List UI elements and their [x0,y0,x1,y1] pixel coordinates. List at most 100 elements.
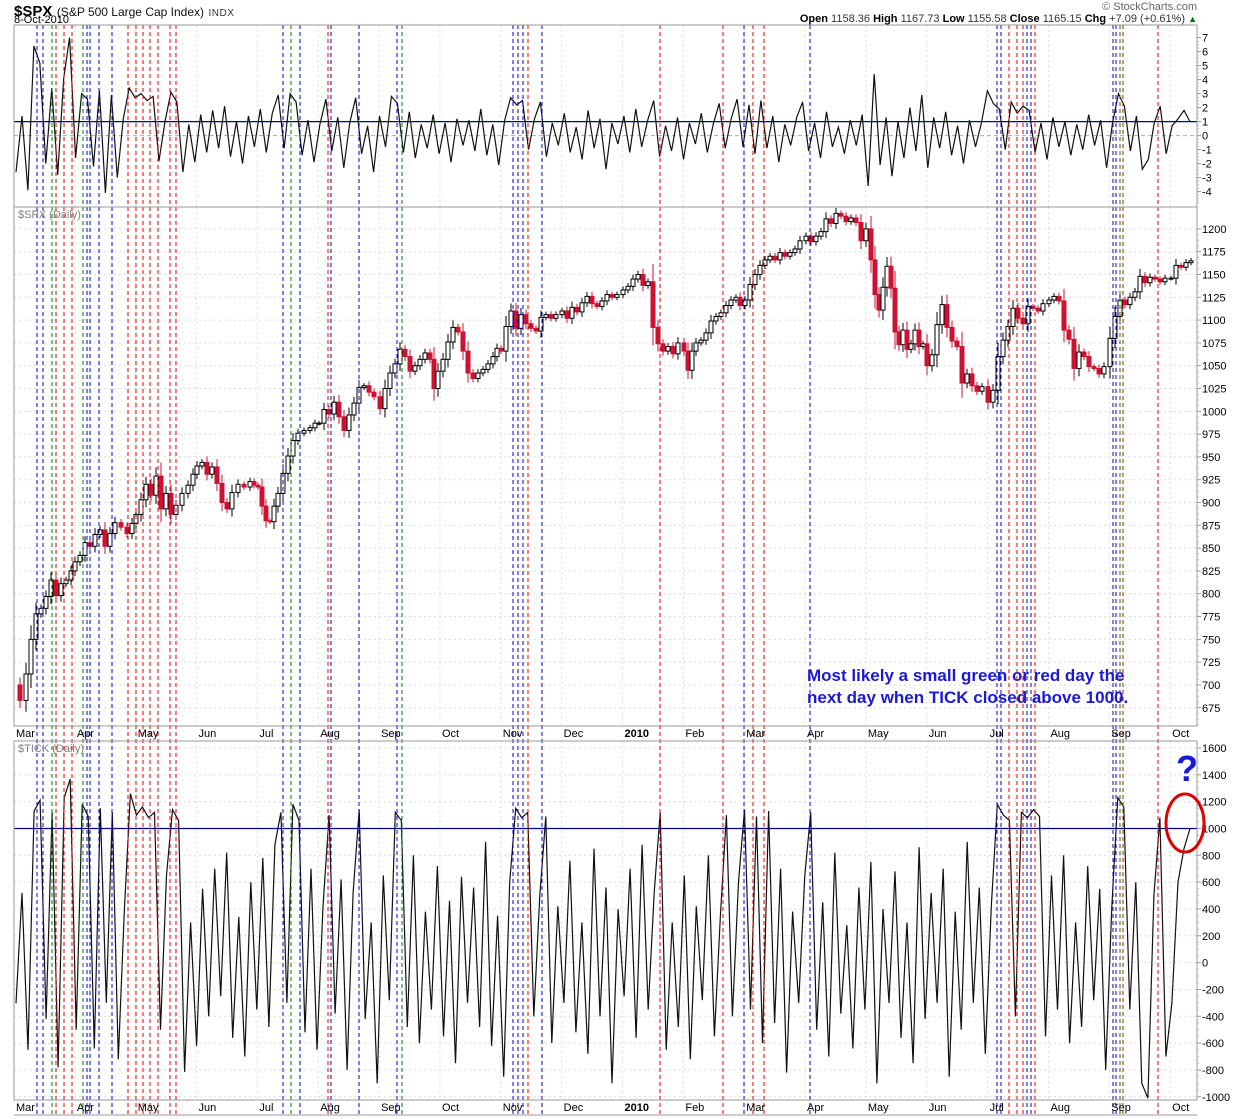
candle-down [1066,329,1072,340]
chart-header-left: $SPX (S&P 500 Large Cap Index) INDX [14,3,234,21]
candle-down [118,522,124,528]
y-tick-label: 1 [1202,117,1208,129]
y-tick-label: 1150 [1202,269,1226,281]
candle-up [38,607,44,615]
candle-down [924,343,930,367]
x-month-label: Apr [77,728,94,740]
candle-up [179,492,185,506]
candle-up [331,401,337,415]
y-tick-label: 700 [1202,680,1220,692]
candle-up [503,325,509,352]
candle-up [143,483,149,501]
x-month-label: May [868,1102,889,1114]
annotation-line-2: next day when TICK closed above 1000. [807,688,1129,707]
candle-down [858,222,864,242]
candle-down [853,217,859,224]
x-month-label: Jun [199,728,217,740]
candle-up [708,320,714,334]
y-tick-label: 1000 [1202,406,1226,418]
y-tick-label: 675 [1202,703,1220,715]
candle-down [872,259,878,296]
candle-up [584,295,590,304]
candle-down [523,314,529,325]
candle-down [1030,305,1036,309]
open-label: Open [799,13,828,25]
candle-up [480,368,486,374]
candle-down [1061,300,1067,331]
candle-down [528,323,534,329]
candle-down [1152,276,1158,280]
candle-down [455,326,461,333]
candle-up [1005,325,1011,341]
candle-down [513,310,519,329]
candle-up [92,533,98,547]
x-month-label: 2010 [625,728,649,740]
candle-up [833,212,839,224]
y-tick-label: 850 [1202,543,1220,555]
candle-down [843,215,849,223]
candle-down [214,466,220,484]
candle-up [792,248,798,254]
candle-up [68,570,74,581]
candle-up [194,465,200,475]
candle-up [818,231,824,237]
candle-down [427,352,433,360]
candle-down [402,348,408,358]
candle-up [728,299,734,307]
y-tick-label: 825 [1202,566,1220,578]
candle-down [1086,356,1092,368]
candle-up [43,595,49,609]
y-tick-label: 1100 [1202,315,1226,327]
candle-up [445,341,451,360]
candle-up [321,408,327,424]
close-label: Close [1009,13,1040,25]
candle-up [742,299,748,307]
candle-down [681,342,687,352]
candle-down [148,483,154,496]
y-tick-label: 4 [1202,75,1208,87]
percent-change-series [15,37,1191,194]
candle-up [718,312,724,317]
y-tick-label: 1025 [1202,384,1226,396]
candle-up [107,533,113,547]
candle-up [848,217,854,223]
candle-up [422,352,428,360]
x-month-label: Sep [1111,1102,1131,1114]
symbol-label: $SPX [14,3,53,20]
candle-down [17,684,23,701]
x-month-label: Sep [1111,728,1131,740]
chg-label: Chg [1084,13,1107,25]
candle-up [209,466,215,475]
candle-up [929,354,935,367]
candle-down [609,294,615,298]
candle-up [797,240,803,250]
candle-down [904,329,910,350]
low-value: 1155.58 [967,13,1007,25]
y-tick-label: 200 [1202,931,1220,943]
candle-up [665,346,671,352]
candle-up [675,342,681,355]
y-tick-label: -800 [1202,1065,1224,1077]
candle-down [670,346,676,355]
candle-up [777,252,783,261]
candle-down [377,396,383,410]
candle-up [1183,262,1189,268]
candle-up [912,329,918,345]
y-tick-label: -1 [1202,145,1212,157]
candle-up [762,259,768,266]
x-month-label: Sep [381,728,401,740]
candle-up [490,356,496,365]
candle-up [964,373,970,384]
y-tick-label: -600 [1202,1038,1224,1050]
x-month-label: Aug [1050,1102,1070,1114]
candle-down [341,416,347,431]
x-month-label: Dec [564,1102,584,1114]
low-label: Low [942,13,965,25]
chg-value: +7.09 (+0.61%) [1109,13,1186,25]
candle-up [290,440,296,457]
candle-up [275,492,281,507]
x-month-label: Aug [1050,728,1070,740]
y-tick-label: 975 [1202,429,1220,441]
candle-up [693,342,699,352]
